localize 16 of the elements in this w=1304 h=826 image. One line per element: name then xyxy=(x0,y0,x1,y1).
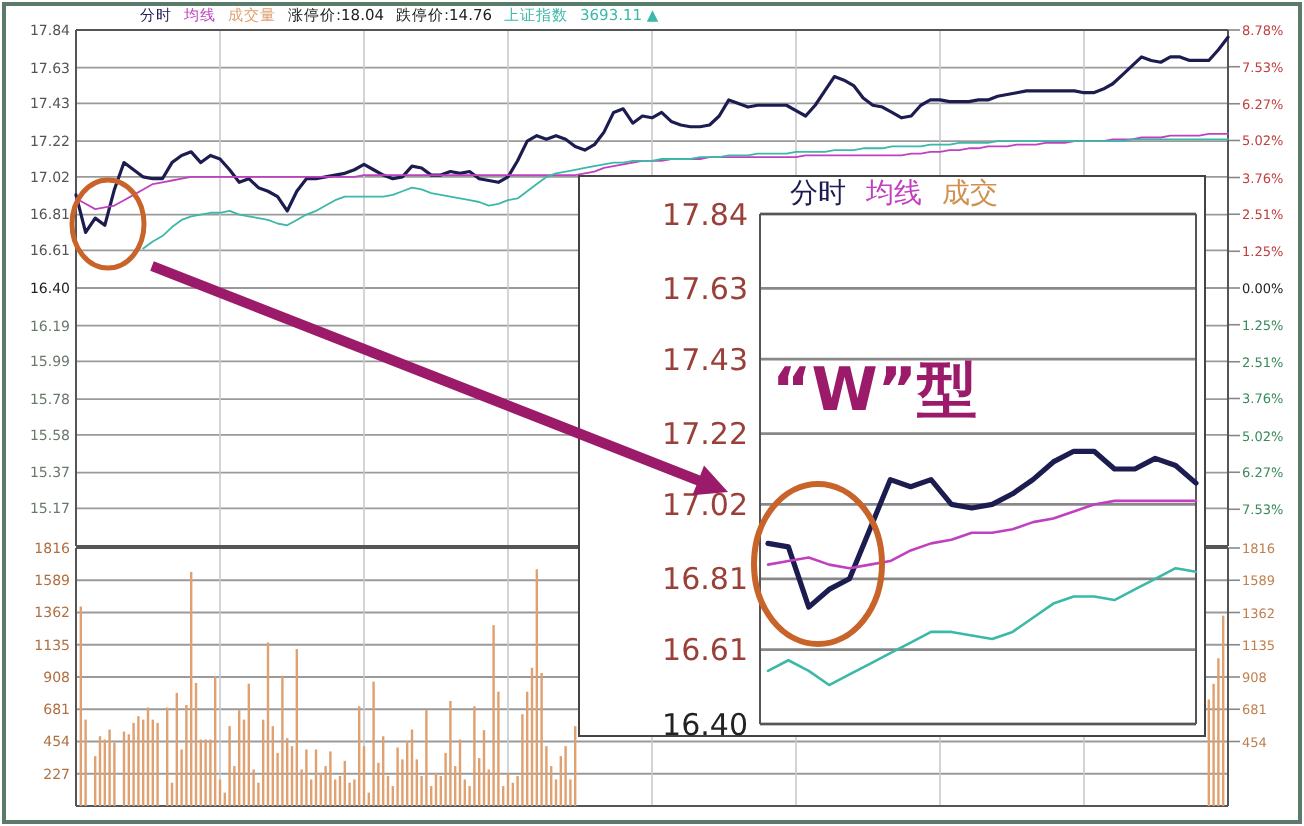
text: 分时 xyxy=(790,178,846,210)
line-series xyxy=(766,566,1198,687)
y-tick-label: 17.84 xyxy=(662,196,748,233)
text: 均线 xyxy=(864,178,922,210)
y-tick-label: 16.61 xyxy=(662,632,748,669)
y-tick-label: 17.02 xyxy=(662,486,748,523)
y-tick-label: 17.22 xyxy=(662,416,748,453)
y-tick-label: 17.43 xyxy=(662,341,748,378)
y-tick-label: 16.40 xyxy=(662,706,748,743)
y-tick-label: 17.63 xyxy=(662,270,748,307)
y-tick-label: 16.81 xyxy=(662,561,748,598)
annotation: “W”型 xyxy=(772,356,978,426)
line-series xyxy=(142,138,1229,250)
annotation: 成交 xyxy=(942,178,998,210)
line-series xyxy=(766,499,1198,570)
line-series xyxy=(765,448,1199,610)
